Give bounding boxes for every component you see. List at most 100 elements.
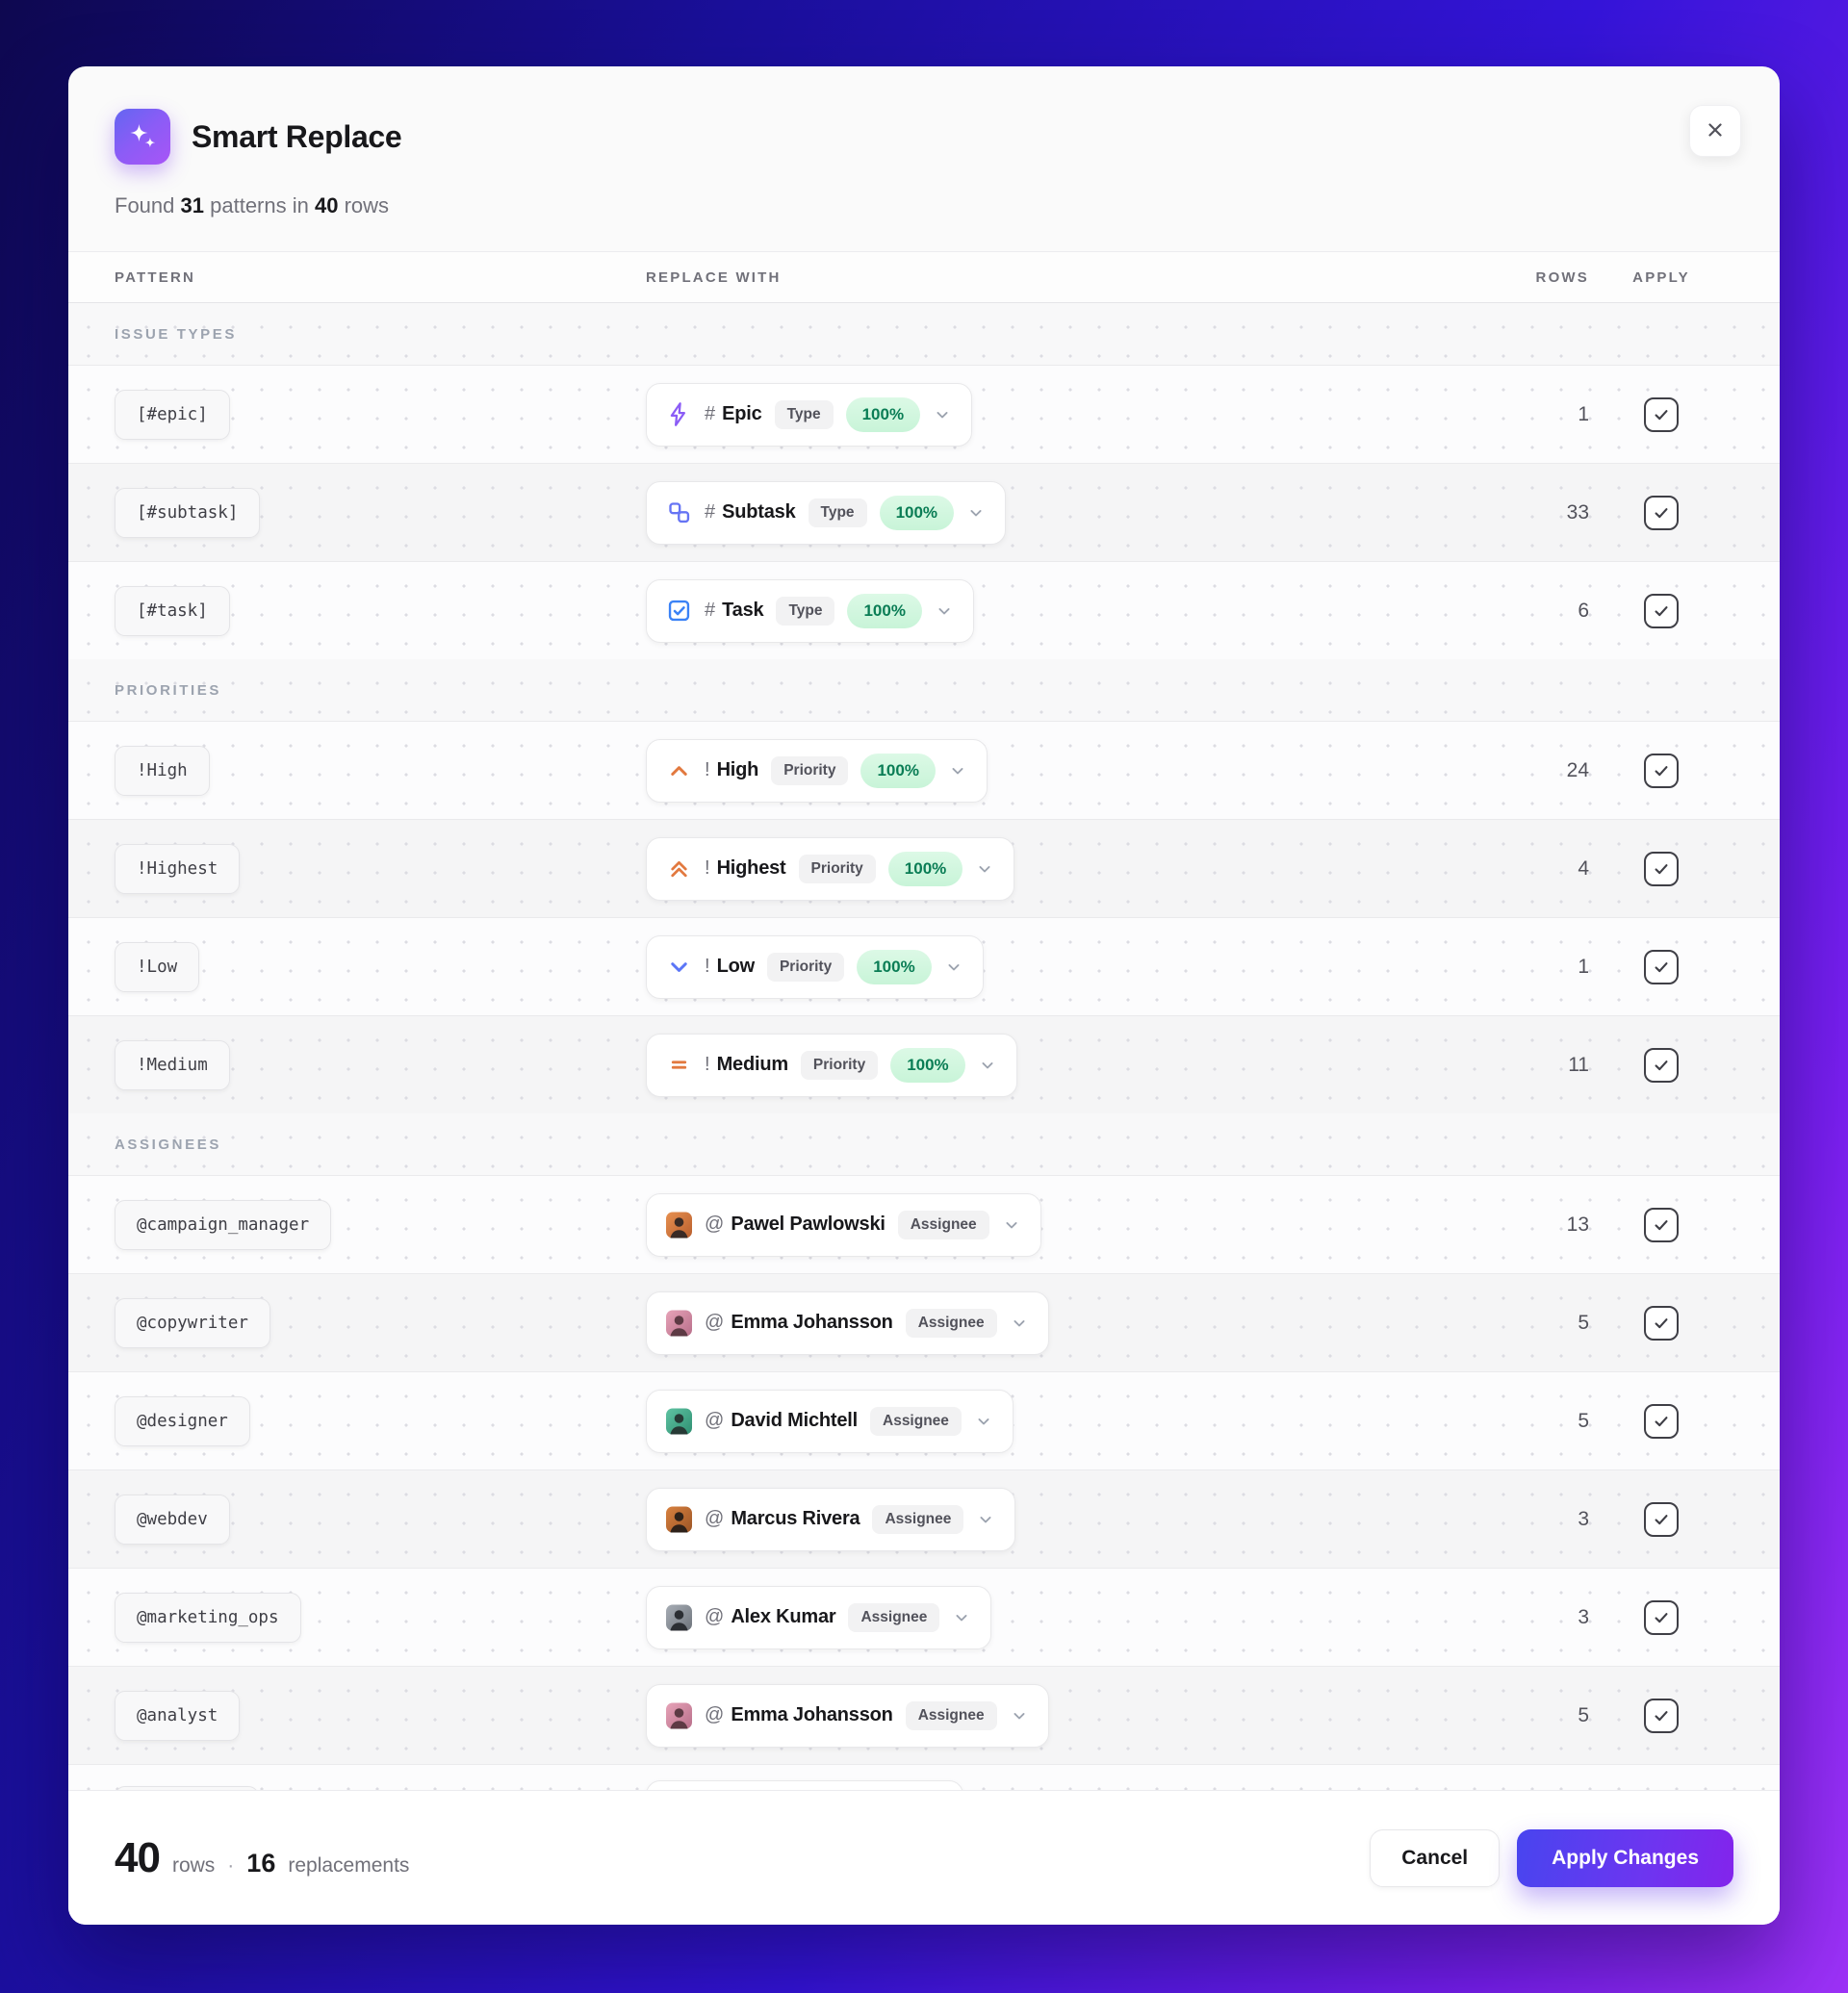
replace-dropdown[interactable]	[646, 1779, 963, 1790]
table-header: PATTERN REPLACE WITH ROWS APPLY	[68, 251, 1780, 303]
page-title: Smart Replace	[192, 118, 402, 154]
table-row: !Medium! Medium Priority 100% 11	[68, 1015, 1780, 1113]
cancel-button[interactable]: Cancel	[1370, 1828, 1501, 1887]
table-row: @webdev @ Marcus Rivera Assignee 3	[68, 1469, 1780, 1568]
replace-prefix: @	[705, 1606, 725, 1627]
replace-name: Emma Johansson	[731, 1704, 893, 1725]
chevron-down-icon	[1010, 1314, 1029, 1333]
confidence-badge: 100%	[847, 593, 922, 628]
replace-dropdown[interactable]: ! Low Priority 100%	[646, 934, 984, 999]
pattern-chip: @webdev	[115, 1494, 230, 1545]
pattern-chip: !Highest	[115, 843, 241, 894]
apply-checkbox[interactable]	[1644, 1403, 1679, 1439]
replace-dropdown[interactable]: ! High Priority 100%	[646, 738, 988, 803]
chevron-down-icon	[1010, 1706, 1029, 1725]
results-summary: Found 31 patterns in 40 rows	[115, 193, 390, 217]
confidence-badge: 100%	[857, 949, 932, 984]
pattern-chip: !High	[115, 745, 210, 796]
apply-checkbox[interactable]	[1644, 593, 1679, 628]
replace-name: Highest	[716, 857, 786, 879]
replace-dropdown[interactable]: # Subtask Type 100%	[646, 480, 1007, 545]
chevron-down-icon	[966, 503, 986, 523]
pattern-chip: [#epic]	[115, 389, 230, 440]
replace-dropdown[interactable]: ! Highest Priority 100%	[646, 836, 1015, 901]
replace-name: Low	[716, 956, 756, 977]
replace-dropdown[interactable]: @ Alex Kumar Assignee	[646, 1585, 992, 1649]
pattern-chip: @analyst	[115, 1690, 241, 1741]
replace-dropdown[interactable]: ! Medium Priority 100%	[646, 1033, 1017, 1097]
pattern-chip: @marketing_ops	[115, 1592, 301, 1643]
replace-prefix: !	[705, 1054, 710, 1075]
footer-rows-label: rows	[171, 1853, 216, 1877]
replace-dropdown[interactable]: @ Pawel Pawlowski Assignee	[646, 1192, 1041, 1257]
assignee-avatar	[666, 1506, 692, 1532]
apply-checkbox[interactable]	[1644, 1305, 1679, 1341]
field-type-badge: Assignee	[905, 1700, 997, 1730]
replace-dropdown[interactable]: # Task Type 100%	[646, 578, 974, 643]
replace-prefix: @	[705, 1704, 725, 1725]
task-icon	[666, 598, 692, 624]
apply-checkbox[interactable]	[1644, 1047, 1679, 1083]
row-count: 5	[1578, 1703, 1589, 1726]
replace-dropdown[interactable]: @ Marcus Rivera Assignee	[646, 1487, 1016, 1551]
replace-name: David Michtell	[731, 1410, 858, 1431]
table-row: [#task] # Task Type 100% 6	[68, 561, 1780, 659]
apply-checkbox[interactable]	[1644, 495, 1679, 530]
apply-checkbox[interactable]	[1644, 1207, 1679, 1242]
apply-checkbox[interactable]	[1644, 949, 1679, 984]
table-row: @marketing_ops @ Alex Kumar Assignee 3	[68, 1568, 1780, 1666]
epic-icon	[666, 401, 692, 427]
footer-stats: 40 rows · 16 replacements	[115, 1834, 409, 1882]
modal-header: Smart Replace	[68, 66, 1780, 165]
confidence-badge: 100%	[887, 851, 963, 886]
replace-prefix: #	[705, 403, 716, 424]
medium-icon	[666, 1052, 692, 1078]
table-row: @copywriter @ Emma Johansson Assignee 5	[68, 1273, 1780, 1371]
assignee-avatar	[666, 1212, 692, 1238]
pattern-chip: @campaign_manager	[115, 1199, 332, 1250]
row-count: 4	[1578, 856, 1589, 880]
field-type-badge: Assignee	[872, 1504, 964, 1534]
assignee-avatar	[666, 1310, 692, 1336]
pattern-chip: [#subtask]	[115, 487, 261, 538]
apply-changes-button[interactable]: Apply Changes	[1517, 1828, 1733, 1887]
replace-dropdown[interactable]: @ David Michtell Assignee	[646, 1389, 1014, 1453]
column-header-apply: APPLY	[1632, 268, 1690, 286]
apply-checkbox[interactable]	[1644, 1599, 1679, 1635]
confidence-badge: 100%	[860, 753, 936, 788]
replace-prefix: @	[705, 1508, 725, 1529]
chevron-down-icon	[1002, 1215, 1021, 1235]
replace-dropdown[interactable]: # Epic Type 100%	[646, 382, 973, 447]
replace-name: Emma Johansson	[731, 1312, 893, 1333]
table-row: !High! High Priority 100% 24	[68, 721, 1780, 819]
apply-checkbox[interactable]	[1644, 753, 1679, 788]
field-type-badge: Priority	[766, 952, 845, 982]
field-type-badge: Assignee	[897, 1210, 989, 1239]
apply-checkbox[interactable]	[1644, 851, 1679, 886]
field-type-badge: Type	[774, 399, 834, 429]
pattern-chip: @designer	[115, 1395, 250, 1446]
apply-checkbox[interactable]	[1644, 1698, 1679, 1733]
table-body: ISSUE TYPES [#epic] # Epic Type 100% 1 [#subtas…	[68, 303, 1780, 1790]
close-button[interactable]	[1689, 105, 1741, 157]
table-row: @analyst @ Emma Johansson Assignee 5	[68, 1666, 1780, 1764]
pattern-chip: @copywriter	[115, 1297, 270, 1348]
chevron-down-icon	[944, 958, 963, 977]
confidence-badge: 100%	[879, 495, 955, 530]
apply-checkbox[interactable]	[1644, 396, 1679, 432]
row-count: 11	[1568, 1053, 1589, 1076]
table-row: !Highest ! Highest Priority 100% 4	[68, 819, 1780, 917]
low-icon	[666, 954, 692, 980]
replace-name: Pawel Pawlowski	[731, 1214, 886, 1235]
replace-name: Marcus Rivera	[731, 1508, 860, 1529]
replace-dropdown[interactable]: @ Emma Johansson Assignee	[646, 1683, 1049, 1748]
row-count: 1	[1578, 402, 1589, 425]
field-type-badge: Type	[776, 596, 835, 626]
row-count: 33	[1566, 500, 1589, 524]
replace-dropdown[interactable]: @ Emma Johansson Assignee	[646, 1290, 1049, 1355]
pattern-chip: [#task]	[115, 585, 230, 636]
section-header-assignees: ASSIGNEES	[68, 1113, 1780, 1175]
apply-checkbox[interactable]	[1644, 1501, 1679, 1537]
column-header-rows: ROWS	[1535, 268, 1589, 286]
row-count: 6	[1578, 599, 1589, 622]
